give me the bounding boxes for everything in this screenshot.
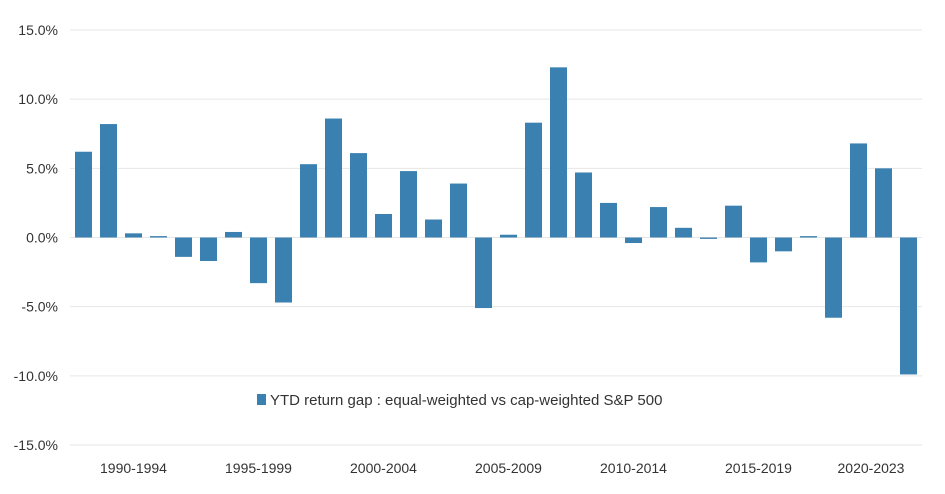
bar-1993 [150,236,167,238]
x-category-label: 1990-1994 [100,460,167,476]
y-tick-label: -10.0% [14,368,58,384]
bar-2001 [350,153,367,238]
bar-1995 [200,237,217,262]
bar-2022 [875,168,892,238]
y-tick-label: 15.0% [18,22,58,38]
x-category-label: 2005-2009 [475,460,542,476]
x-category-label: 1995-1999 [225,460,292,476]
bar-2016 [725,205,742,238]
x-category-label: 2020-2023 [838,460,905,476]
bar-2017 [750,237,767,263]
bar-2019 [800,236,817,238]
y-tick-label: 5.0% [26,160,58,176]
bar-1996 [225,231,242,238]
bar-2018 [775,237,792,252]
bar-2011 [600,202,617,238]
bar-2009 [550,67,567,238]
bar-2021 [850,143,867,238]
bar-2000 [325,118,342,238]
bar-2002 [375,213,392,238]
bar-2015 [700,237,717,239]
bar-2006 [475,237,492,309]
x-axis-category-labels: 1990-1994 1995-1999 2000-2004 2005-2009 2010… [100,460,905,476]
bar-1992 [125,233,142,238]
y-axis-tick-labels: -15.0% -10.0% -5.0% 0.0% 5.0% 10.0% 15.0% [14,22,58,453]
legend-label: YTD return gap : equal-weighted vs cap-w… [270,392,662,409]
bar-2013 [650,207,667,238]
bar-2010 [575,172,592,238]
bar-2005 [450,183,467,238]
x-category-label: 2000-2004 [350,460,417,476]
bar-1990 [75,151,92,238]
y-tick-label: -15.0% [14,437,58,453]
bar-2023 [900,237,917,375]
bar-1994 [175,237,192,257]
bar-2020 [825,237,842,318]
bar-2012 [625,237,642,244]
bar-1991 [100,124,117,238]
bar-1998 [275,237,292,303]
bar-2004 [425,219,442,238]
bar-2014 [675,227,692,238]
bar-1997 [250,237,267,284]
bar-2003 [400,171,417,238]
legend: YTD return gap : equal-weighted vs cap-w… [257,392,662,409]
gridlines [70,29,922,446]
bars [75,67,917,375]
x-category-label: 2010-2014 [600,460,667,476]
y-tick-label: 0.0% [26,230,58,246]
x-category-label: 2015-2019 [725,460,792,476]
bar-1999 [300,164,317,238]
y-tick-label: 10.0% [18,91,58,107]
legend-swatch [257,394,266,405]
bar-2007 [500,234,517,238]
y-tick-label: -5.0% [21,299,58,315]
bar-2008 [525,122,542,238]
